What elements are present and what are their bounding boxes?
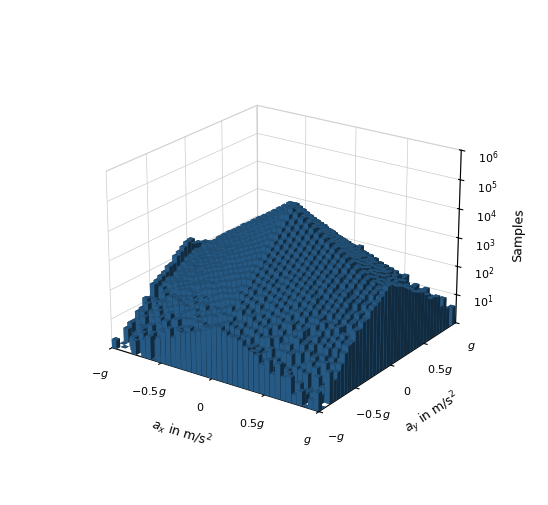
Y-axis label: $a_y$ in m/s$^2$: $a_y$ in m/s$^2$ (401, 387, 464, 438)
X-axis label: $a_x$ in m/s$^2$: $a_x$ in m/s$^2$ (149, 414, 214, 450)
